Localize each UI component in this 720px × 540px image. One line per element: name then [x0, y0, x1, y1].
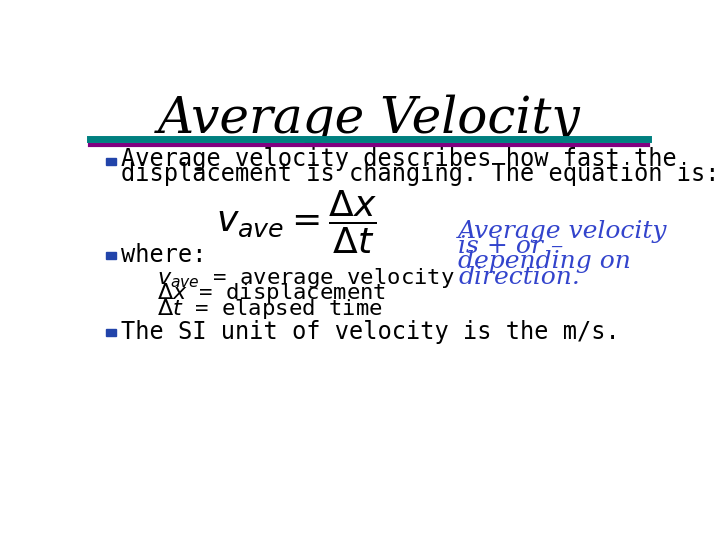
Text: depending on: depending on	[459, 251, 631, 273]
Text: $v_{ave}$ = average velocity: $v_{ave}$ = average velocity	[157, 266, 455, 289]
Bar	[106, 158, 116, 165]
Text: $\Delta t$ = elapsed time: $\Delta t$ = elapsed time	[157, 298, 382, 321]
Bar	[106, 252, 116, 259]
Bar	[106, 329, 116, 336]
Text: direction.: direction.	[459, 266, 580, 289]
Text: $\Delta x$ = displacement: $\Delta x$ = displacement	[157, 281, 386, 306]
Text: The SI unit of velocity is the m/s.: The SI unit of velocity is the m/s.	[121, 320, 619, 344]
Text: Average velocity describes how fast the: Average velocity describes how fast the	[121, 147, 677, 171]
Text: Average velocity: Average velocity	[459, 220, 667, 242]
Text: where:: where:	[121, 243, 206, 267]
Text: displacement is changing. The equation is:: displacement is changing. The equation i…	[121, 162, 719, 186]
Text: is + or –: is + or –	[459, 235, 564, 258]
Text: $v_{ave} = \dfrac{\Delta x}{\Delta t}$: $v_{ave} = \dfrac{\Delta x}{\Delta t}$	[216, 189, 377, 256]
Text: Average Velocity: Average Velocity	[158, 94, 580, 144]
